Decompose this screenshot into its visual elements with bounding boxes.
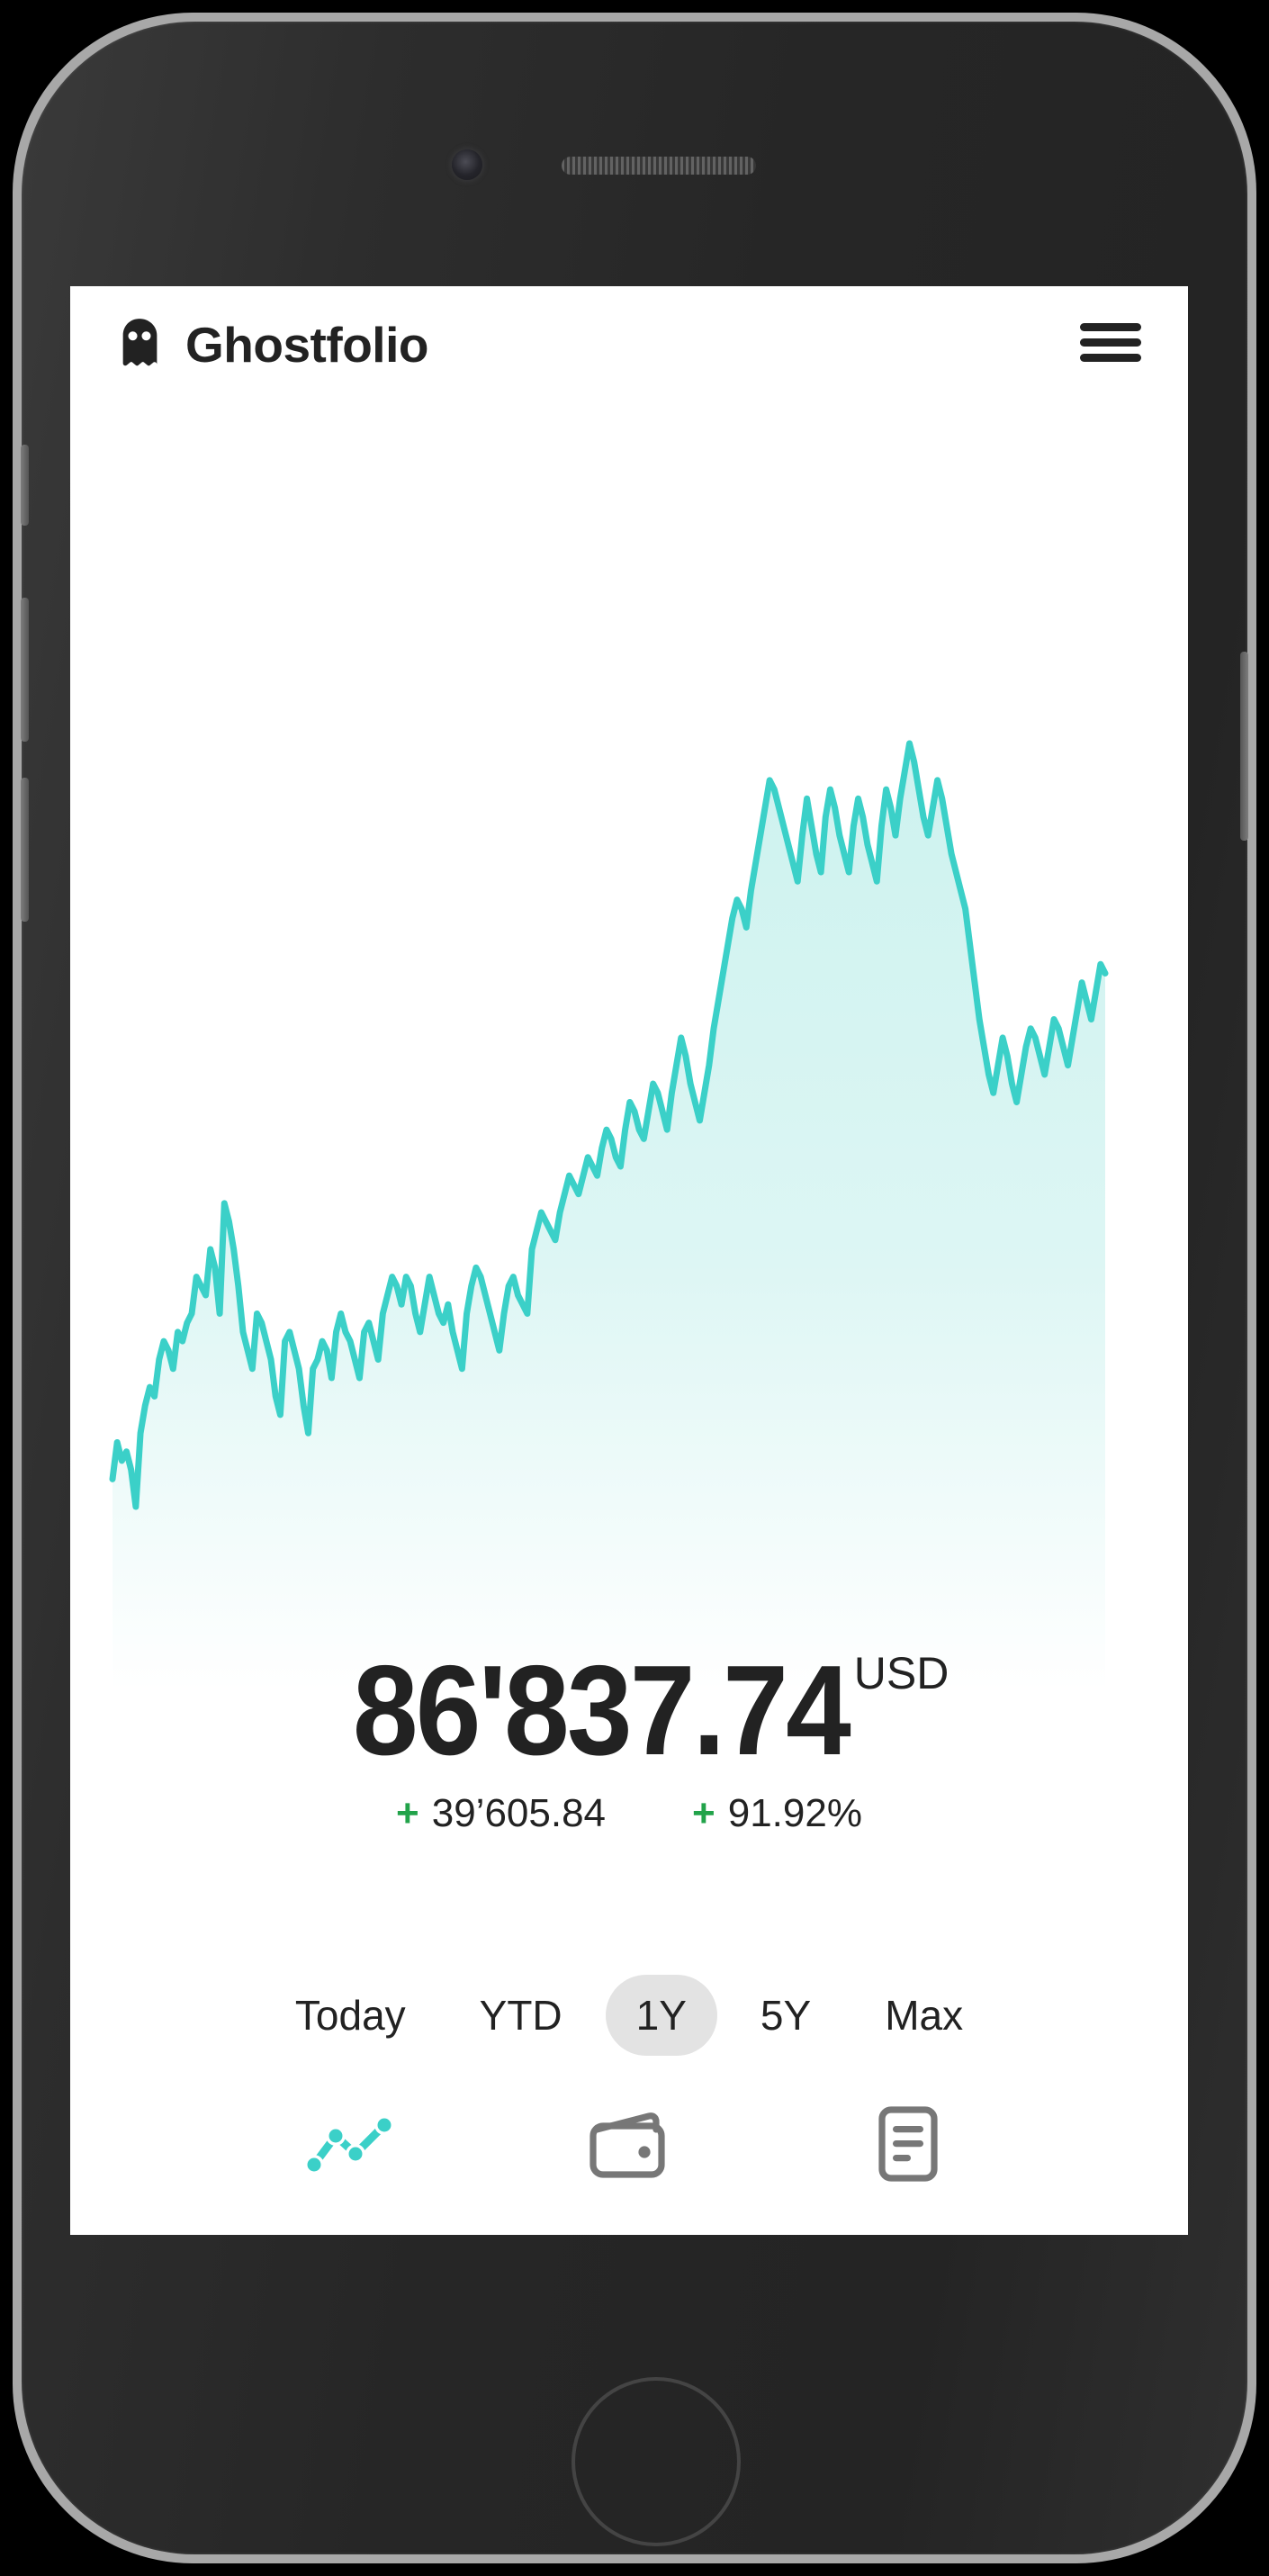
absolute-change: + 39’605.84 [396,1791,606,1836]
app-header: Ghostfolio [70,286,1188,403]
bottom-navigation [70,2096,1188,2195]
document-list-icon [873,2103,943,2190]
nav-item-overview[interactable] [296,2096,404,2195]
portfolio-change-row: + 39’605.84 + 91.92% [70,1791,1188,1836]
value-summary: 86'837.74 USD + 39’605.84 + 91.92% [70,1647,1188,1836]
date-range-tabs: Today YTD 1Y 5Y Max [70,1975,1188,2056]
home-button[interactable] [572,2377,741,2546]
page-title: Ghostfolio [185,316,428,373]
power-button[interactable] [1240,652,1248,841]
hamburger-menu-icon [1077,318,1144,373]
percent-change-value: 91.92% [727,1791,862,1835]
range-tab-today[interactable]: Today [294,1992,406,2039]
chart-area-fill [112,743,1105,1690]
absolute-change-value: 39’605.84 [431,1791,607,1835]
volume-down-button[interactable] [21,778,29,922]
front-camera-icon [452,149,482,180]
range-tab-ytd[interactable]: YTD [479,1992,562,2039]
percent-change: + 91.92% [692,1791,862,1836]
nav-item-portfolio[interactable] [575,2096,683,2195]
portfolio-value-row: 86'837.74 USD [70,1647,1188,1775]
phone-screen: Ghostfolio [70,286,1188,2235]
line-chart-icon [303,2109,397,2184]
currency-label: USD [853,1648,950,1698]
wallet-icon [586,2106,672,2186]
brand-logo[interactable]: Ghostfolio [112,315,428,375]
portfolio-performance-chart[interactable] [70,709,1188,1690]
mute-switch-button[interactable] [21,445,29,526]
portfolio-chart-svg [109,740,1109,1690]
absolute-change-sign: + [396,1791,419,1835]
percent-change-sign: + [692,1791,716,1835]
hamburger-menu-button[interactable] [1071,305,1150,384]
nav-item-transactions[interactable] [854,2096,962,2195]
range-tab-5y[interactable]: 5Y [760,1992,812,2039]
earpiece-speaker-icon [562,157,756,175]
range-tab-max[interactable]: Max [885,1992,964,2039]
ghost-icon [112,315,167,375]
chart-line [109,740,1109,1510]
volume-up-button[interactable] [21,598,29,742]
portfolio-value: 86'837.74 [352,1639,851,1782]
range-tab-1y[interactable]: 1Y [605,1975,717,2056]
